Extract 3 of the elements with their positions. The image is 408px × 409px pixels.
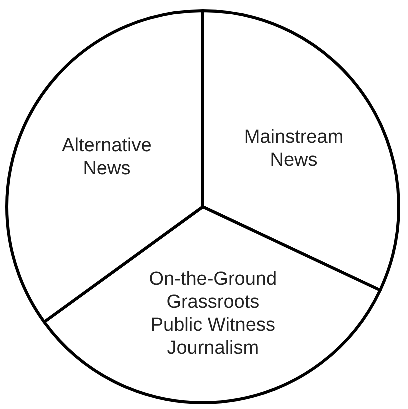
slice-label: Mainstream News <box>244 126 344 171</box>
slice-label: Alternative News <box>62 136 152 180</box>
slice-label: On-the-Ground Grassroots Public Witness Journalism <box>149 268 278 359</box>
